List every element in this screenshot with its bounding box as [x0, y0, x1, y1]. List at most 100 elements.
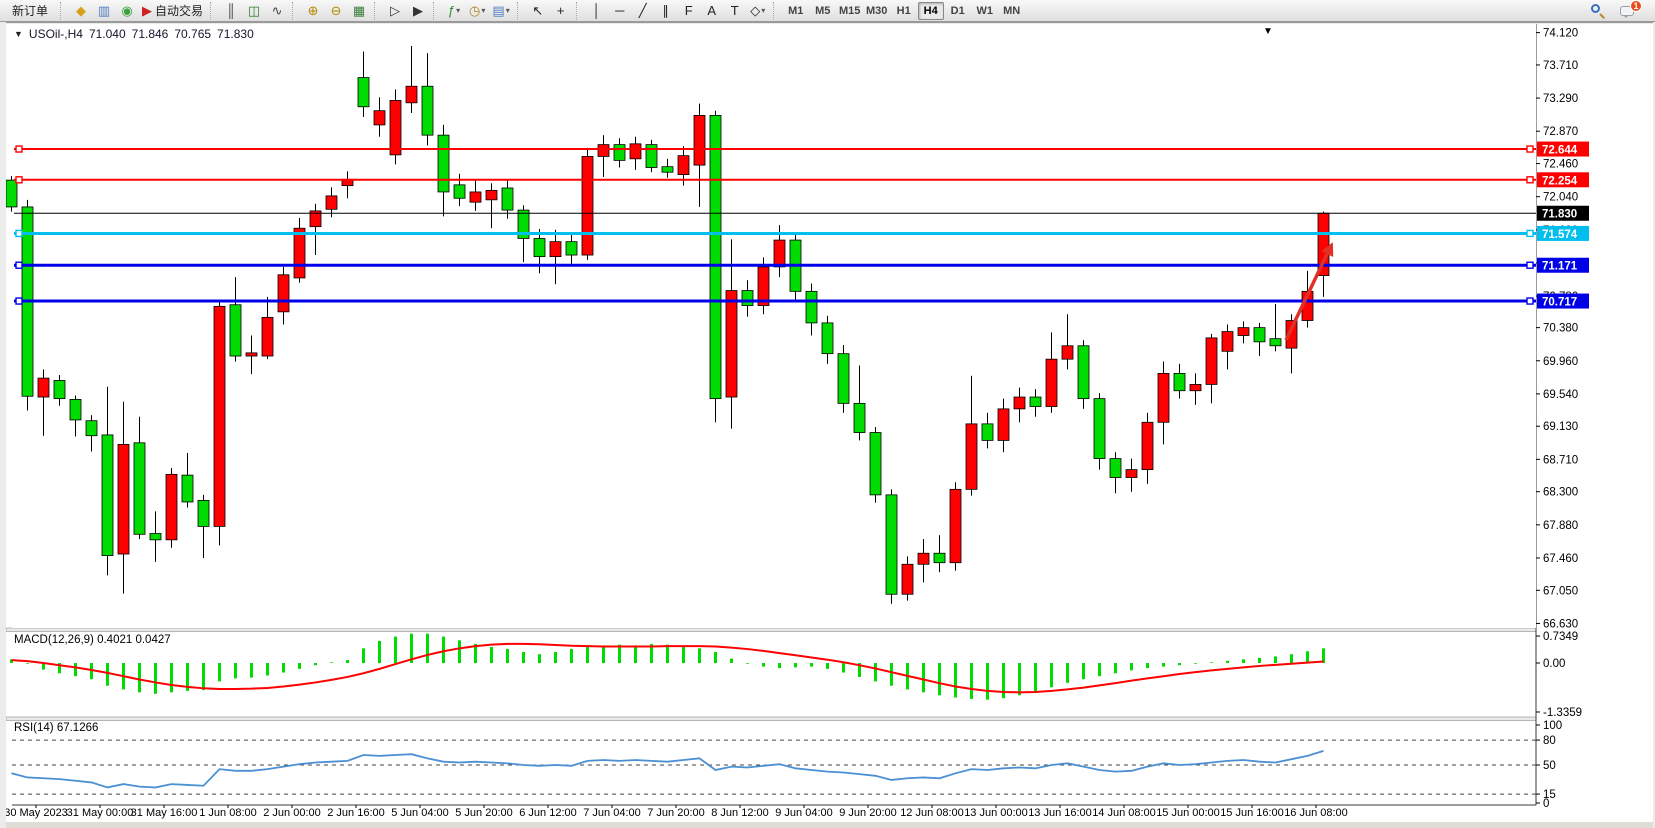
- scroll-anchor-marker[interactable]: ▼: [1263, 26, 1273, 37]
- add-indicator-button[interactable]: ƒ ▾: [443, 1, 465, 21]
- candle: [629, 136, 642, 170]
- rsi-tick-label: 100: [1543, 720, 1562, 732]
- chart-canvas[interactable]: 74.12073.71073.29072.87072.46072.04071.6…: [6, 22, 1653, 828]
- price-badge: 71.574: [1537, 225, 1589, 241]
- chevron-down-icon[interactable]: ▾: [505, 6, 510, 15]
- line-anchor-handle[interactable]: [1526, 229, 1534, 238]
- date-tick-label: 12 Jun 08:00: [900, 807, 964, 819]
- candle: [805, 283, 818, 336]
- price-tick-label: 72.460: [1543, 159, 1578, 171]
- navigator-icon[interactable]: ◉: [116, 1, 138, 21]
- candlestick-chart-button[interactable]: ◫: [243, 1, 265, 21]
- fibonacci-button[interactable]: F: [678, 1, 700, 21]
- price-badge: 72.254: [1537, 172, 1589, 188]
- new-order-button[interactable]: 新订单: [4, 1, 56, 21]
- timeframe-button-m5[interactable]: M5: [815, 4, 831, 17]
- line-anchor-handle[interactable]: [15, 176, 23, 184]
- shapes-button[interactable]: ◇ ▾: [747, 1, 769, 21]
- price-tick-label: 69.960: [1543, 356, 1578, 368]
- candle: [277, 266, 290, 325]
- price-tick-label: 66.630: [1543, 618, 1578, 630]
- timeframe-button-m1[interactable]: M1: [788, 4, 804, 17]
- candle: [197, 494, 210, 558]
- chevron-down-icon[interactable]: ▾: [456, 6, 461, 15]
- toolbar-separator: [772, 1, 779, 20]
- chart-shift-button[interactable]: ▶: [407, 1, 429, 21]
- candle: [1013, 387, 1026, 423]
- candle: [1285, 314, 1298, 374]
- candle: [293, 217, 306, 283]
- timeframe-button-h1[interactable]: H1: [896, 4, 911, 17]
- candle: [469, 179, 482, 211]
- line-anchor-handle[interactable]: [1526, 145, 1534, 153]
- trend-arrow-annotation[interactable]: [1284, 242, 1334, 341]
- line-anchor-handle[interactable]: [15, 229, 23, 238]
- date-tick-label: 5 Jun 04:00: [391, 807, 449, 819]
- bar-chart-button[interactable]: ║: [220, 1, 242, 21]
- text-button[interactable]: A: [701, 1, 723, 21]
- text-icon: A: [707, 3, 717, 18]
- chevron-down-icon[interactable]: ▾: [761, 6, 766, 15]
- timeframe-button-h4[interactable]: H4: [917, 1, 944, 20]
- line-anchor-handle[interactable]: [1526, 176, 1534, 184]
- chevron-down-icon[interactable]: ▼: [14, 29, 23, 39]
- price-tick-label: 70.380: [1543, 323, 1578, 335]
- line-chart-button[interactable]: ∿: [266, 1, 288, 21]
- candle: [85, 415, 98, 452]
- chevron-down-icon[interactable]: ▾: [481, 6, 486, 15]
- label-button[interactable]: T: [724, 1, 746, 21]
- pane-separator[interactable]: [6, 627, 1537, 632]
- date-tick-label: 1 Jun 08:00: [199, 807, 257, 819]
- tile-windows-button[interactable]: ▦: [348, 1, 370, 21]
- toolbar-right-group: 1: [1587, 0, 1651, 21]
- period-button[interactable]: ◷ ▾: [466, 1, 488, 21]
- notifications-button[interactable]: 1: [1617, 0, 1642, 21]
- chart-ohlc-close: 71.830: [217, 27, 254, 41]
- candle: [1157, 361, 1170, 445]
- chart-ohlc-open: 71.040: [88, 27, 126, 41]
- shapes-icon: ◇: [750, 2, 761, 18]
- vline-button[interactable]: │: [586, 1, 608, 21]
- line-anchor-handle[interactable]: [1526, 297, 1534, 305]
- search-button[interactable]: [1587, 1, 1609, 21]
- cursor-button[interactable]: ↖: [527, 1, 549, 21]
- pane-separator[interactable]: [6, 716, 1537, 721]
- trendline-button[interactable]: ╱: [632, 1, 654, 21]
- date-tick-label: 7 Jun 20:00: [647, 807, 705, 819]
- candle: [53, 374, 66, 406]
- candle: [997, 398, 1010, 453]
- line-anchor-handle[interactable]: [1526, 261, 1534, 269]
- auto-scroll-button[interactable]: ▷: [384, 1, 406, 21]
- timeframe-button-m15[interactable]: M15: [839, 4, 861, 17]
- candle: [869, 427, 882, 503]
- line-anchor-handle[interactable]: [15, 297, 23, 305]
- toolbar-separator: [516, 1, 523, 20]
- toolbar-separator: [60, 1, 66, 20]
- candle: [885, 489, 898, 604]
- timeframe-button-m30[interactable]: M30: [866, 4, 888, 17]
- date-tick-label: 13 Jun 16:00: [1028, 807, 1092, 819]
- candle: [213, 300, 226, 546]
- crosshair-button[interactable]: +: [550, 1, 572, 21]
- data-window-icon[interactable]: ▥: [93, 1, 115, 21]
- template-icon: ▤: [492, 2, 505, 18]
- zoom-in-button[interactable]: ⊕: [302, 1, 324, 21]
- candle: [1221, 324, 1234, 370]
- timeframe-button-mn[interactable]: MN: [1003, 4, 1021, 17]
- market-watch-icon[interactable]: ◆: [70, 1, 92, 21]
- candle: [1189, 373, 1202, 405]
- candle: [133, 416, 146, 540]
- timeframe-button-w1[interactable]: W1: [976, 4, 993, 17]
- svg-text:71.830: 71.830: [1542, 209, 1577, 221]
- chart-frame-top: [6, 22, 1653, 24]
- template-button[interactable]: ▤ ▾: [489, 1, 512, 21]
- hline-button[interactable]: ─: [609, 1, 631, 21]
- line-anchor-handle[interactable]: [15, 145, 23, 153]
- candle: [1029, 389, 1042, 417]
- price-badge: 71.171: [1537, 257, 1589, 273]
- channel-button[interactable]: ∥: [655, 1, 677, 21]
- line-anchor-handle[interactable]: [15, 261, 23, 269]
- autotrade-button[interactable]: ▶ 自动交易: [139, 1, 206, 21]
- zoom-out-button[interactable]: ⊖: [325, 1, 347, 21]
- timeframe-button-d1[interactable]: D1: [950, 4, 965, 17]
